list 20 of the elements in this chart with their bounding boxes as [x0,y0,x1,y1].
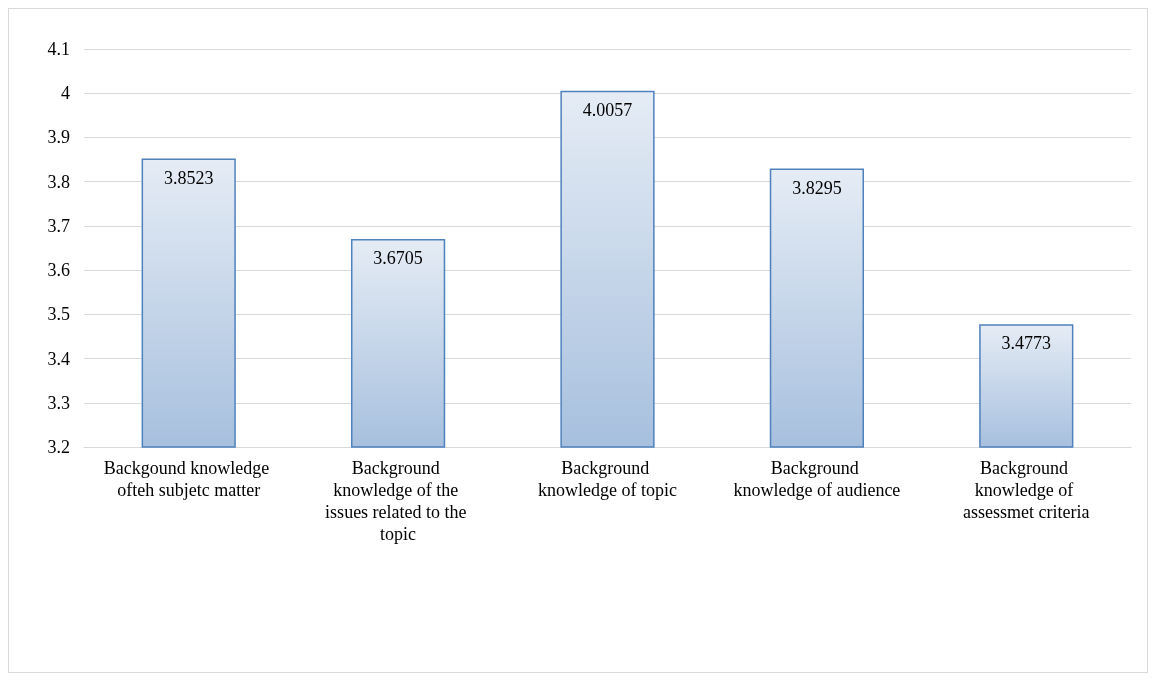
y-tick-label: 3.9 [47,127,70,148]
x-tick-label: Background knowledge of audience [733,458,901,500]
y-tick-label: 3.5 [47,304,70,325]
data-label: 3.6705 [373,247,423,268]
x-tick-label: Background knowledge of the issues related to the topic [325,458,472,544]
x-tick-label: Background knowledge of assessmet criteria [963,458,1090,522]
x-tick-label: Background knowledge of topic [538,458,677,500]
x-tick-label: Backgound knowledge ofteh subjetc matter [103,458,274,500]
y-tick-label: 3.8 [47,171,70,192]
y-tick-label: 3.7 [47,215,70,236]
y-tick-label: 3.4 [47,348,70,369]
y-tick-label: 3.3 [47,392,70,413]
data-label: 4.0057 [582,99,633,120]
y-tick-label: 3.2 [47,437,70,457]
y-tick-label: 4 [61,83,70,104]
y-tick-label: 3.6 [47,260,70,281]
data-label: 3.8295 [792,177,842,198]
y-tick-label: 4.1 [47,39,70,59]
data-label: 3.8523 [163,167,214,188]
data-label: 3.4773 [1001,333,1052,354]
